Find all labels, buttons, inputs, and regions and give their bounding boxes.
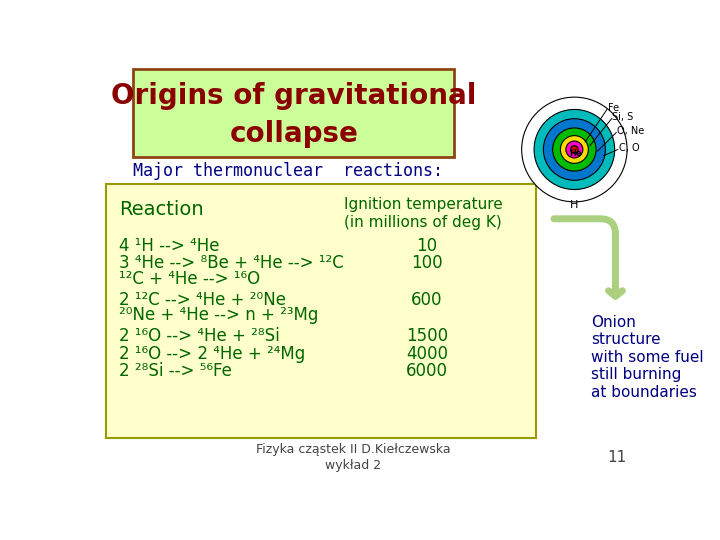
Text: Fe: Fe [608,103,618,113]
Text: 1500: 1500 [406,327,448,345]
Text: H: H [570,200,579,210]
Circle shape [570,146,578,153]
Text: 2 ¹⁶O --> ⁴He + ²⁸Si: 2 ¹⁶O --> ⁴He + ²⁸Si [120,327,280,345]
Text: Si, S: Si, S [612,112,634,122]
Text: Reaction: Reaction [120,200,204,219]
Text: ¹²C + ⁴He --> ¹⁶O: ¹²C + ⁴He --> ¹⁶O [120,270,261,288]
Text: O, Ne: O, Ne [617,126,644,136]
Circle shape [566,141,583,158]
Text: 3 ⁴He --> ⁸Be + ⁴He --> ¹²C: 3 ⁴He --> ⁸Be + ⁴He --> ¹²C [120,254,344,273]
Text: 11: 11 [608,450,626,465]
Text: Major thermonuclear  reactions:: Major thermonuclear reactions: [132,162,443,180]
Text: Onion
structure
with some fuel
still burning
at boundaries: Onion structure with some fuel still bur… [591,315,704,400]
Text: C, O: C, O [618,143,639,153]
Text: 6000: 6000 [406,362,448,380]
Text: 2 ¹⁶O --> 2 ⁴He + ²⁴Mg: 2 ¹⁶O --> 2 ⁴He + ²⁴Mg [120,345,306,362]
Text: 10: 10 [417,237,438,255]
Text: 100: 100 [411,254,443,273]
Text: 600: 600 [411,291,443,309]
Circle shape [553,128,596,171]
Circle shape [560,136,588,164]
Circle shape [544,119,606,180]
Text: Ignition temperature
(in millions of deg K): Ignition temperature (in millions of deg… [344,197,503,230]
FancyBboxPatch shape [106,184,536,438]
FancyBboxPatch shape [132,69,454,157]
Text: 2 ¹²C --> ⁴He + ²⁰Ne: 2 ¹²C --> ⁴He + ²⁰Ne [120,291,287,309]
Text: He: He [569,149,582,158]
Text: 4 ¹H --> ⁴He: 4 ¹H --> ⁴He [120,237,220,255]
Text: ²⁰Ne + ⁴He --> n + ²³Mg: ²⁰Ne + ⁴He --> n + ²³Mg [120,306,319,324]
Text: 4000: 4000 [406,345,448,362]
Circle shape [534,110,615,190]
Text: collapse: collapse [230,120,359,148]
Text: 2 ²⁸Si --> ⁵⁶Fe: 2 ²⁸Si --> ⁵⁶Fe [120,362,233,380]
Circle shape [522,97,627,202]
Text: Fizyka cząstek II D.Kiełczewska
wykład 2: Fizyka cząstek II D.Kiełczewska wykład 2 [256,443,451,471]
Text: Origins of gravitational: Origins of gravitational [111,82,477,110]
